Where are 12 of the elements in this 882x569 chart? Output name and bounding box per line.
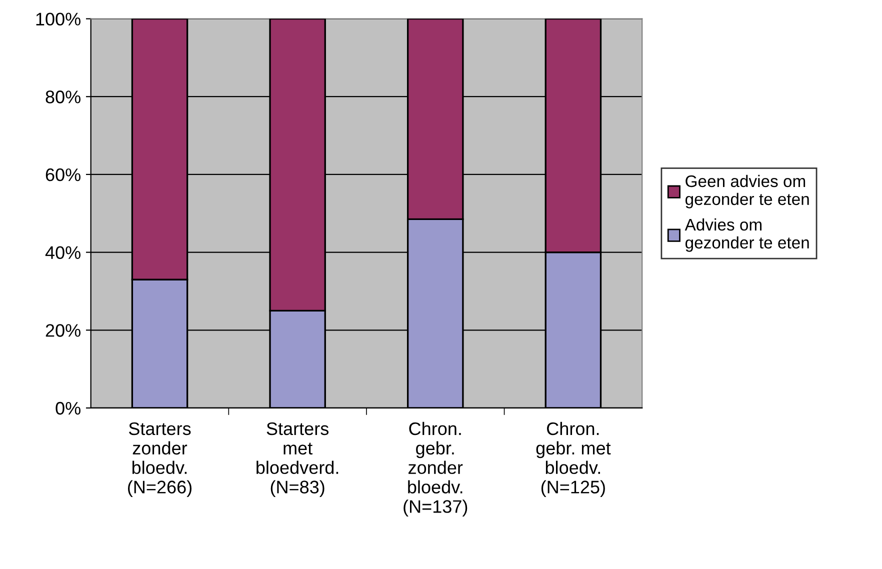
y-tick-label: 0% <box>56 402 80 415</box>
y-tick-label: 80% <box>46 90 80 104</box>
x-tick-label: Chron. gebr. zonder bloedv. (N=137) <box>404 422 468 516</box>
x-tick-label: Chron. gebr. met bloedv. (N=125) <box>536 422 611 498</box>
legend-label: Advies om gezonder te eten <box>684 218 809 252</box>
x-tick-label: Starters zonder bloedv. (N=266) <box>128 422 192 498</box>
y-tick-label: 40% <box>45 246 80 260</box>
y-tick-label: 20% <box>46 324 80 337</box>
y-tick-label: 100% <box>36 12 80 26</box>
legend-label: Geen advies om gezonder te eten <box>685 174 809 208</box>
y-tick-label: 60% <box>46 168 80 182</box>
x-tick-label: Starters met bloedverd. (N=83) <box>256 422 338 498</box>
